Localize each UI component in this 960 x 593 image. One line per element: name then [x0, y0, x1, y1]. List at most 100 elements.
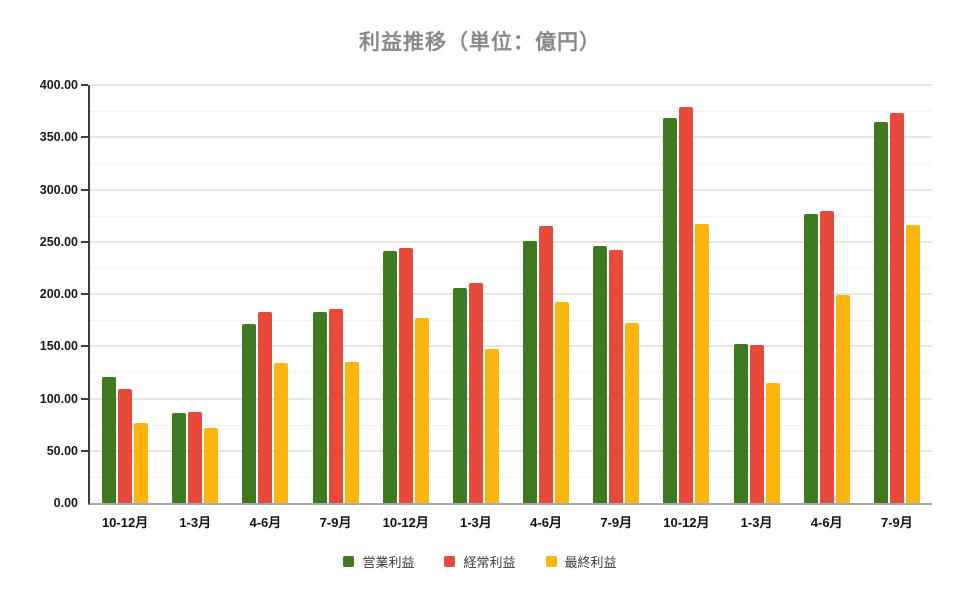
legend-item: 最終利益: [545, 552, 617, 571]
bar-経常利益: [679, 106, 694, 503]
bar-営業利益: [523, 240, 538, 503]
x-axis-label: 1-3月: [460, 515, 492, 530]
bar-営業利益: [102, 376, 117, 503]
bar-営業利益: [593, 245, 608, 503]
bar-group: 4-6月: [230, 85, 300, 530]
bar-経常利益: [468, 282, 483, 503]
major-gridline: [90, 345, 932, 348]
chart-title: 利益推移（単位：億円）: [359, 31, 601, 54]
x-axis-label: 4-6月: [530, 515, 562, 530]
bar-group: 7-9月: [581, 85, 651, 530]
bar-group: 10-12月: [90, 85, 160, 530]
bar-営業利益: [733, 344, 748, 503]
y-axis-label: 0.00: [53, 496, 78, 510]
bar-営業利益: [452, 287, 467, 503]
y-axis-tick: [81, 345, 88, 348]
y-axis-tick: [81, 188, 88, 191]
bar-最終利益: [134, 422, 149, 503]
minor-gridline: [90, 163, 932, 165]
bar-最終利益: [835, 295, 850, 503]
bar-group: 7-9月: [862, 85, 932, 530]
y-axis-label: 350.00: [39, 130, 78, 145]
minor-gridline: [90, 111, 932, 113]
y-axis-tick: [81, 136, 88, 139]
legend-label: 営業利益: [362, 555, 415, 570]
legend-swatch-icon: [545, 556, 557, 567]
legend-label: 最終利益: [564, 555, 617, 570]
x-axis-label: 10-12月: [101, 515, 149, 530]
x-axis-label: 4-6月: [249, 515, 282, 530]
bar-group: 1-3月: [722, 85, 792, 530]
legend-label: 経常利益: [463, 555, 516, 570]
bar-group: 10-12月: [371, 85, 441, 530]
x-axis-label: 10-12月: [382, 515, 429, 530]
y-axis-tick: [81, 397, 88, 400]
major-gridline: [90, 240, 932, 243]
bar-営業利益: [172, 413, 187, 503]
bar-経常利益: [188, 412, 203, 503]
bar-営業利益: [803, 213, 818, 503]
major-gridline: [90, 136, 932, 139]
minor-gridline: [90, 267, 932, 269]
y-axis-tick: [81, 84, 88, 86]
major-gridline: [90, 397, 932, 400]
bar-経常利益: [258, 311, 273, 503]
bar-経常利益: [749, 345, 764, 503]
y-axis-tick: [81, 449, 88, 452]
x-axis-label: 1-3月: [179, 515, 212, 530]
bar-経常利益: [118, 389, 133, 503]
bar-最終利益: [484, 349, 499, 503]
bar-group: 1-3月: [160, 85, 230, 530]
bar-経常利益: [819, 211, 834, 503]
y-axis-tick: [81, 240, 88, 243]
minor-gridline: [90, 476, 932, 478]
bar-営業利益: [663, 118, 678, 503]
bar-group: 4-6月: [511, 85, 581, 530]
bar-経常利益: [328, 308, 343, 503]
legend-item: 営業利益: [343, 552, 414, 571]
minor-gridline: [90, 215, 932, 217]
bar-最終利益: [625, 323, 640, 503]
bar-経常利益: [539, 226, 554, 503]
y-axis-label: 250.00: [39, 234, 78, 249]
x-axis-label: 4-6月: [810, 515, 843, 530]
legend-swatch-icon: [343, 556, 355, 567]
y-axis-label: 400.00: [39, 78, 78, 92]
bar-group: 1-3月: [441, 85, 511, 530]
y-axis-label: 150.00: [39, 339, 78, 354]
bar-営業利益: [242, 324, 257, 503]
bar-経常利益: [398, 248, 413, 503]
bar-最終利益: [695, 224, 710, 503]
legend: 営業利益 経常利益 最終利益: [0, 552, 960, 571]
bar-最終利益: [555, 302, 570, 503]
legend-swatch-icon: [444, 556, 456, 567]
bar-営業利益: [382, 251, 397, 503]
bar-最終利益: [344, 361, 359, 503]
bar-営業利益: [873, 121, 888, 503]
legend-item: 経常利益: [444, 552, 516, 571]
bar-最終利益: [905, 225, 920, 503]
major-gridline: [90, 84, 932, 86]
x-axis-label: 1-3月: [740, 515, 773, 530]
minor-gridline: [90, 372, 932, 374]
bar-最終利益: [274, 362, 289, 503]
bar-group: 7-9月: [301, 85, 371, 530]
minor-gridline: [90, 424, 932, 426]
major-gridline: [90, 188, 932, 191]
bar-group: 10-12月: [651, 85, 721, 530]
minor-gridline: [90, 320, 932, 322]
y-axis-label: 300.00: [39, 182, 78, 197]
y-axis-tick: [81, 293, 88, 295]
bar-経常利益: [889, 113, 904, 503]
y-axis-label: 100.00: [39, 391, 78, 406]
plot-area: 0.00 50.00 100.00 150.00 200.00 250.00 300.00 3…: [40, 78, 932, 530]
bar-経常利益: [609, 250, 624, 503]
major-gridline: [90, 449, 932, 452]
y-axis-label: 200.00: [39, 287, 78, 301]
major-gridline: [90, 293, 932, 295]
x-axis-label: 7-9月: [881, 515, 913, 530]
x-axis-label: 7-9月: [319, 515, 352, 530]
x-axis-label: 10-12月: [663, 515, 710, 530]
bar-group: 4-6月: [792, 85, 862, 530]
